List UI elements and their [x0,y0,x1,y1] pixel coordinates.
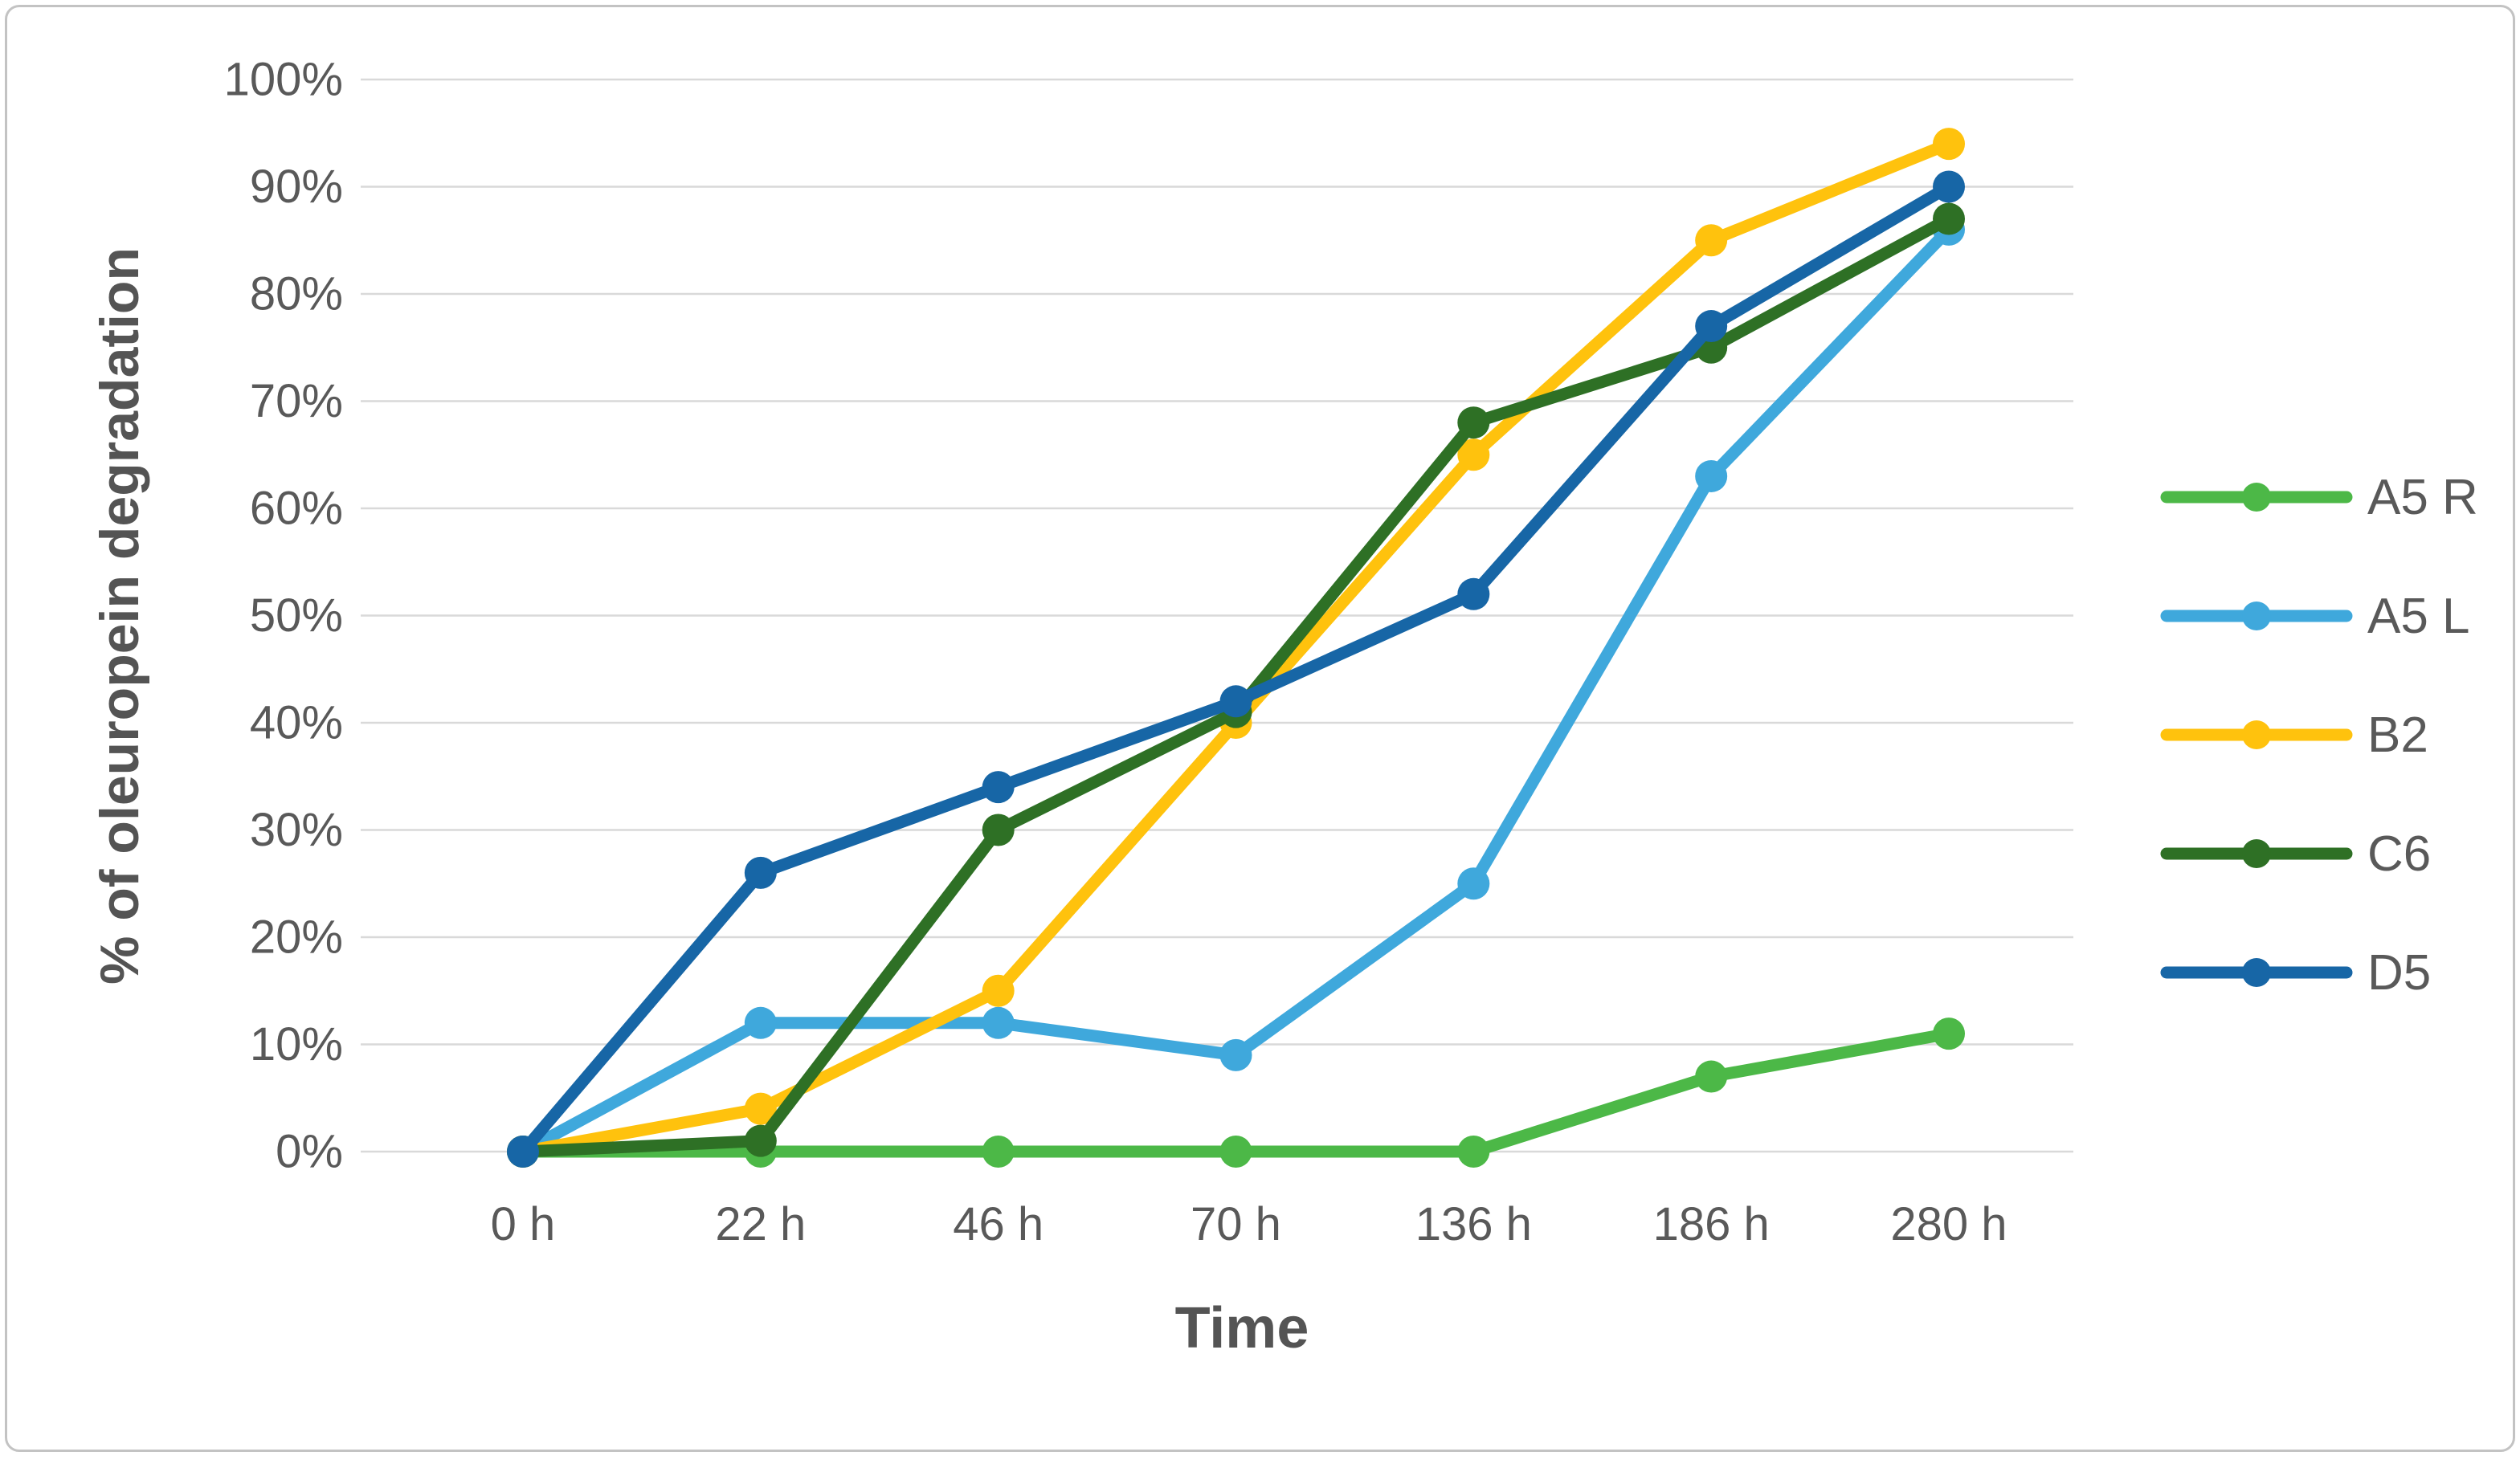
series-b2 [507,128,1965,1168]
legend-marker-dot [2242,483,2271,512]
data-point [744,1092,777,1125]
legend-marker [2160,602,2353,630]
legend-marker [2160,483,2353,512]
legend-marker-dot [2242,720,2271,749]
y-tick-label: 50% [250,589,343,642]
data-point [1933,170,1965,203]
legend-label: A5 R [2367,469,2478,525]
legend-item-c6: C6 [2160,822,2431,886]
data-point [1695,1060,1728,1093]
y-tick-label: 90% [250,161,343,213]
data-point [982,974,1015,1007]
legend-marker-dot [2242,602,2271,630]
y-axis-tick-labels: 0% 10% 20% 30% 40% 50% 60% 70% 80% 90% 100% [224,54,343,1178]
data-point [1457,438,1490,471]
data-point [1695,224,1728,257]
legend-label: B2 [2367,707,2428,763]
y-tick-label: 60% [250,483,343,535]
y-tick-label: 80% [250,268,343,320]
x-tick-label: 46 h [953,1198,1044,1250]
series-d5 [507,170,1965,1168]
legend-item-d5: D5 [2160,940,2431,1005]
data-point [982,814,1015,846]
x-tick-label: 0 h [491,1198,556,1250]
data-point [1457,577,1490,610]
y-tick-label: 10% [250,1018,343,1070]
data-point [744,1124,777,1157]
series-layer [507,128,1965,1168]
x-tick-label: 136 h [1415,1198,1532,1250]
data-point [1219,1136,1252,1168]
x-tick-label: 70 h [1191,1198,1281,1250]
legend-marker [2160,958,2353,987]
gridlines [361,78,2073,1153]
y-tick-label: 70% [250,375,343,427]
y-axis-title: % of oleuropein degradation [89,247,150,985]
data-point [1933,1017,1965,1050]
data-point [1933,202,1965,235]
x-axis-title: Time [1174,1296,1309,1360]
legend-label: C6 [2367,826,2432,882]
data-point [1933,128,1965,161]
chart-figure: 0% 10% 20% 30% 40% 50% 60% 70% 80% 90% 100% 0 h 22 … [5,5,2515,1452]
legend-marker-dot [2242,839,2271,868]
legend-item-b2: B2 [2160,703,2428,767]
data-point [1219,1038,1252,1071]
series-line [517,213,1955,1158]
y-tick-label: 20% [250,911,343,964]
x-axis-tick-labels: 0 h 22 h 46 h 70 h 136 h 186 h 280 h [491,1198,2007,1250]
y-tick-label: 30% [250,804,343,856]
data-point [982,771,1015,804]
data-point [1457,1136,1490,1168]
legend-marker [2160,720,2353,749]
x-tick-label: 22 h [715,1198,806,1250]
data-point [1695,310,1728,343]
data-point [1457,867,1490,900]
line-chart: 0% 10% 20% 30% 40% 50% 60% 70% 80% 90% 100% 0 h 22 … [224,54,2073,1250]
x-tick-label: 280 h [1890,1198,2007,1250]
data-point [1219,685,1252,718]
legend-marker-dot [2242,958,2271,987]
data-point [982,1006,1015,1039]
data-point [982,1136,1015,1168]
series-c6 [507,202,1965,1168]
legend-item-a5-r: A5 R [2160,465,2478,529]
y-tick-label: 40% [250,697,343,749]
data-point [744,1006,777,1039]
y-tick-label: 100% [224,54,343,106]
legend-marker [2160,839,2353,868]
data-point [744,856,777,889]
legend-item-a5-l: A5 L [2160,584,2470,648]
data-point [1695,459,1728,492]
y-tick-label: 0% [276,1126,343,1178]
legend-label: D5 [2367,944,2432,1001]
legend-label: A5 L [2367,588,2470,644]
series-line [517,137,1955,1158]
data-point [1457,406,1490,439]
x-tick-label: 186 h [1653,1198,1770,1250]
data-point [507,1136,539,1168]
